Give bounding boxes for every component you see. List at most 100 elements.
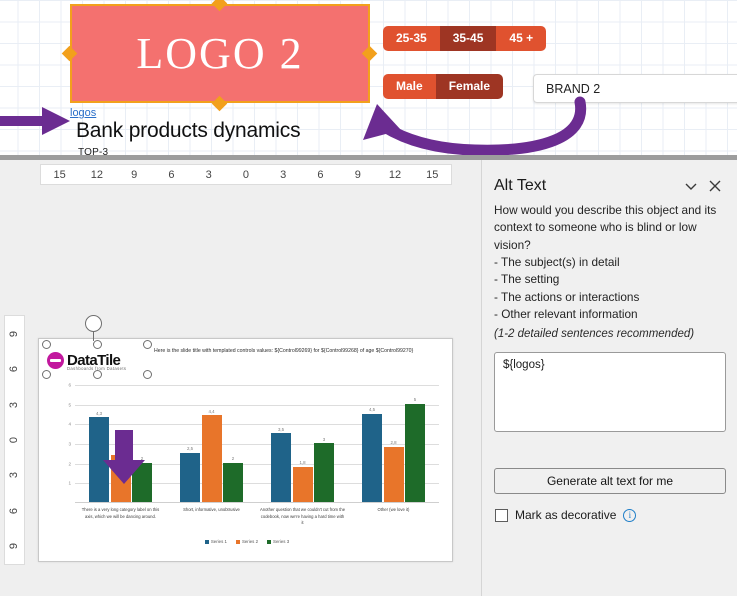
ruler-tick: 0 [8,436,21,444]
chart-gridline: 6 [68,383,439,388]
gender-option-male[interactable]: Male [383,74,436,99]
ruler-tick: 3 [8,472,21,479]
chart-bar: 4,3 [89,411,109,502]
annotation-arrow-to-logos-icon [0,107,70,135]
ruler-tick: 0 [242,168,250,181]
chart-legend-label: Series 2 [241,539,259,544]
chart-plot-area: 6 5 4 3 2 1 4,3 2,4 2 2,5 4,4 2 3,5 1,8 3 4,5 2,8 5 [68,383,439,503]
chart-bar-value-label: 1,8 [299,460,306,466]
chart-gridline: 3 [68,442,439,447]
info-icon[interactable]: i [623,508,637,522]
ruler-tick: 9 [8,330,21,337]
chart-y-tick-label: 4 [68,421,71,427]
ruler-tick: 3 [280,168,287,181]
ruler-tick: 6 [8,507,21,514]
chart-x-axis [75,502,439,503]
chart-category-label: Other (we love it) [377,507,410,512]
chart-bar: 2,4 [110,448,131,502]
template-builder-canvas: LOGO 2 logos Bank products dynamics TOP-… [0,0,737,160]
canvas-divider [0,155,737,161]
chart-y-tick-label: 2 [68,461,71,467]
alt-text-input[interactable] [494,352,726,432]
embedded-bar-chart[interactable]: 6 5 4 3 2 1 4,3 2,4 2 2,5 4,4 2 3,5 1,8 3 4,5 2,8 5 Ther… [51,381,443,553]
brand-input-value: BRAND 2 [546,81,601,96]
alt-text-panel-title: Alt Text [494,177,547,194]
logo-block-label: LOGO 2 [136,28,304,78]
slide-editor-area: 15 12 9 6 3 0 3 6 9 12 15 9 6 3 0 3 6 9 … [0,160,481,596]
chart-bar: 1,8 [292,460,313,502]
chart-bar: 4,5 [362,407,382,502]
slide-title-text: Here is the slide title with templated c… [154,348,414,354]
chart-bar: 3 [314,437,334,502]
handle-top-right[interactable] [143,340,152,349]
ruler-tick: 9 [131,168,138,181]
chart-bars: 4,3 2,4 2 2,5 4,4 2 3,5 1,8 3 4,5 2,8 5 [75,385,439,502]
brand-input[interactable]: BRAND 2 [533,74,737,103]
chart-bar: 3,5 [271,427,291,502]
ruler-tick: 15 [53,168,66,181]
chart-category-labels: There is a very long category label on t… [75,507,439,527]
horizontal-ruler[interactable]: 15 12 9 6 3 0 3 6 9 12 15 [40,164,452,185]
generate-alt-text-button[interactable]: Generate alt text for me [494,468,726,494]
alt-text-panel: Alt Text How would you describe this obj… [481,160,737,596]
chart-bar: 2 [132,456,152,502]
handle-top-center[interactable] [93,340,102,349]
chart-y-tick-label: 3 [68,441,71,447]
rotate-handle-icon[interactable] [85,315,102,332]
logos-link[interactable]: logos [70,107,97,119]
datatile-mark-icon [47,351,64,369]
chart-bar: 5 [405,397,425,502]
chart-bar-value-label: 2 [140,456,144,462]
handle-bottom-center[interactable] [93,370,102,379]
alt-text-hint: (1-2 detailed sentences recommended) [494,328,695,340]
slide-page[interactable]: DataTile Dashboards from Datasets Here i… [38,315,453,562]
age-filter-group[interactable]: 25-35 35-45 45 + [383,26,547,51]
ruler-tick: 6 [317,168,324,181]
chevron-down-icon[interactable] [679,174,703,198]
age-option-45-plus[interactable]: 45 + [496,26,547,51]
chart-legend-item: Series 3 [267,539,289,544]
chart-category-group: 4,3 2,4 2 [89,385,152,502]
ruler-tick: 9 [354,168,361,181]
chart-bar-value-label: 2 [231,456,235,462]
gender-filter-group[interactable]: Male Female [383,74,504,99]
chart-bar-value-label: 5 [413,397,417,403]
ruler-tick: 12 [388,168,402,181]
chart-y-tick-label: 6 [68,382,71,388]
chart-bar: 4,4 [201,409,222,502]
chart-legend-label: Series 3 [273,539,290,544]
chart-bar: 2,8 [383,440,404,502]
logo-placeholder-block[interactable]: LOGO 2 [70,4,370,103]
chart-category-label: Short, informative, unobtrusive [183,507,240,512]
handle-bottom-right[interactable] [143,370,152,379]
ruler-tick: 12 [90,168,104,181]
mark-as-decorative-checkbox[interactable] [495,508,508,522]
chart-bar: 2 [223,456,243,502]
ruler-tick: 15 [426,168,439,181]
chart-category-group: 4,5 2,8 5 [362,385,425,502]
chart-legend: Series 1 Series 2 Series 3 [51,539,443,544]
handle-top-left[interactable] [42,340,51,349]
chart-legend-swatch [267,539,272,544]
chart-bar-value-label: 3 [322,436,326,442]
chart-category-label: There is a very long category label on t… [81,507,160,519]
gender-option-female[interactable]: Female [435,74,504,99]
chart-legend-item: Series 1 [204,539,227,544]
age-option-35-45[interactable]: 35-45 [439,26,497,51]
chart-bar-value-label: 3,5 [277,426,285,432]
close-icon[interactable] [703,174,727,198]
chart-y-tick-label: 5 [68,402,71,408]
chart-gridline: 1 [68,481,439,486]
age-option-25-35[interactable]: 25-35 [383,26,440,51]
chart-gridline: 2 [68,461,439,466]
handle-bottom-left[interactable] [42,370,51,379]
slide-heading: Bank products dynamics [76,119,301,142]
chart-category-label: Another question that we couldn't cut fr… [259,507,346,525]
ruler-tick: 6 [8,366,21,373]
vertical-ruler[interactable]: 9 6 3 0 3 6 9 [4,315,25,565]
slide-logo-placeholder[interactable]: DataTile Dashboards from Datasets [42,340,152,379]
chart-category-group: 3,5 1,8 3 [271,385,334,502]
slide-subheading: TOP-3 [78,147,109,158]
mark-as-decorative-row[interactable]: Mark as decorative i [495,508,637,522]
chart-bar-value-label: 2,5 [186,446,194,452]
